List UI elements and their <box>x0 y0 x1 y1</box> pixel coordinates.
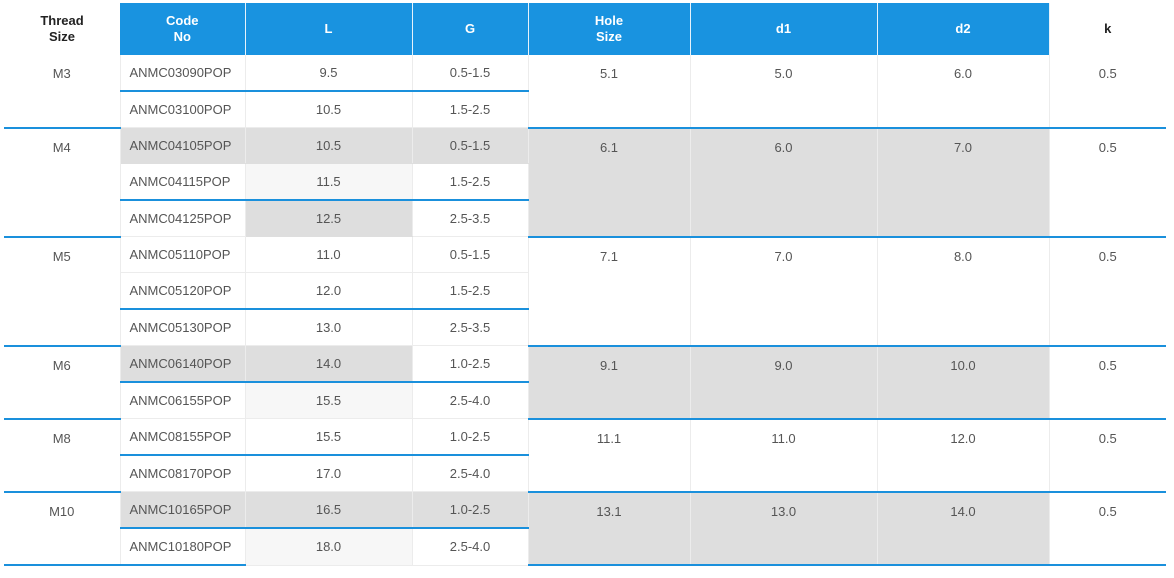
l-cell: 11.0 <box>245 236 413 273</box>
k-cell: 0.5 <box>1049 127 1166 238</box>
d1-cell: 13.0 <box>690 491 878 566</box>
k-cell: 0.5 <box>1049 345 1166 420</box>
l-cell: 9.5 <box>245 55 413 92</box>
hole-size-cell: 5.1 <box>528 55 691 129</box>
l-cell: 15.5 <box>245 382 413 419</box>
l-cell: 10.5 <box>245 127 413 164</box>
table-row: ANMC08170POP 17.0 2.5-4.0 <box>4 455 1166 492</box>
l-cell: 15.5 <box>245 418 413 456</box>
d1-cell: 5.0 <box>690 55 878 129</box>
l-cell: 12.0 <box>245 272 413 310</box>
g-cell: 1.0-2.5 <box>412 345 529 383</box>
code-no-cell: ANMC05110POP <box>120 236 246 273</box>
g-cell: 2.5-4.0 <box>412 528 529 566</box>
table-row: M3 ANMC03090POP 9.5 0.5-1.5 5.1 5.0 6.0 0.5 <box>4 55 1166 129</box>
table-row: M8 ANMC08155POP 15.5 1.0-2.5 11.1 11.0 12.0 0.5 <box>4 418 1166 493</box>
d2-cell: 10.0 <box>877 345 1050 420</box>
thread-size-cell: M10 <box>4 491 121 566</box>
hole-size-cell: 9.1 <box>528 345 691 420</box>
l-cell: 14.0 <box>245 345 413 383</box>
code-no-cell: ANMC08155POP <box>120 418 246 456</box>
table-body: M3 ANMC03090POP 9.5 0.5-1.5 5.1 5.0 6.0 0.5 ANMC… <box>4 55 1166 566</box>
hole-size-cell: 7.1 <box>528 236 691 347</box>
l-cell: 12.5 <box>245 200 413 237</box>
header-d1: d1 <box>690 3 878 55</box>
header-thread-size: Thread Size <box>4 3 120 55</box>
thread-size-cell: M5 <box>4 236 121 347</box>
code-no-cell: ANMC04105POP <box>120 127 246 164</box>
g-cell: 2.5-3.5 <box>412 309 529 346</box>
hole-size-cell: 6.1 <box>528 127 691 238</box>
header-code-no: Code No <box>120 3 246 55</box>
g-cell: 1.5-2.5 <box>412 272 529 310</box>
spec-table: Thread Size Code No L G Hole Size d1 d2 … <box>4 3 1166 566</box>
g-cell: 2.5-3.5 <box>412 200 529 237</box>
table-row: M6 ANMC06140POP 14.0 1.0-2.5 9.1 9.0 10.0 0.5 <box>4 345 1166 420</box>
g-cell: 1.5-2.5 <box>412 163 529 201</box>
header-d2: d2 <box>877 3 1050 55</box>
g-cell: 1.5-2.5 <box>412 91 529 128</box>
g-cell: 1.0-2.5 <box>412 418 529 456</box>
code-no-cell: ANMC04125POP <box>120 200 246 237</box>
d1-cell: 7.0 <box>690 236 878 347</box>
code-no-cell: ANMC08170POP <box>120 455 246 492</box>
k-cell: 0.5 <box>1049 55 1166 129</box>
l-cell: 17.0 <box>245 455 413 492</box>
g-cell: 0.5-1.5 <box>412 55 529 92</box>
header-g: G <box>412 3 529 55</box>
l-cell: 18.0 <box>245 528 413 566</box>
table-row: ANMC06155POP 15.5 2.5-4.0 <box>4 382 1166 419</box>
g-cell: 2.5-4.0 <box>412 382 529 419</box>
code-no-cell: ANMC06140POP <box>120 345 246 383</box>
code-no-cell: ANMC04115POP <box>120 163 246 201</box>
thread-size-cell: M3 <box>4 55 121 129</box>
k-cell: 0.5 <box>1049 418 1166 493</box>
g-cell: 0.5-1.5 <box>412 127 529 164</box>
g-cell: 2.5-4.0 <box>412 455 529 492</box>
l-cell: 10.5 <box>245 91 413 128</box>
k-cell: 0.5 <box>1049 491 1166 566</box>
d2-cell: 14.0 <box>877 491 1050 566</box>
d2-cell: 7.0 <box>877 127 1050 238</box>
code-no-cell: ANMC10180POP <box>120 528 246 566</box>
table-row: M4 ANMC04105POP 10.5 0.5-1.5 6.1 6.0 7.0 0.5 <box>4 127 1166 238</box>
hole-size-cell: 13.1 <box>528 491 691 566</box>
table-row: ANMC05130POP 13.0 2.5-3.5 <box>4 309 1166 346</box>
header-k: k <box>1049 3 1166 55</box>
hole-size-cell: 11.1 <box>528 418 691 493</box>
header-l: L <box>245 3 413 55</box>
g-cell: 1.0-2.5 <box>412 491 529 529</box>
g-cell: 0.5-1.5 <box>412 236 529 273</box>
l-cell: 13.0 <box>245 309 413 346</box>
code-no-cell: ANMC03100POP <box>120 91 246 128</box>
d1-cell: 9.0 <box>690 345 878 420</box>
thread-size-cell: M6 <box>4 345 121 420</box>
k-cell: 0.5 <box>1049 236 1166 347</box>
table-row: ANMC03100POP 10.5 1.5-2.5 <box>4 91 1166 128</box>
code-no-cell: ANMC05130POP <box>120 309 246 346</box>
d2-cell: 8.0 <box>877 236 1050 347</box>
table-row: M10 ANMC10165POP 16.5 1.0-2.5 13.1 13.0 14.0 0.… <box>4 491 1166 566</box>
l-cell: 11.5 <box>245 163 413 201</box>
d1-cell: 6.0 <box>690 127 878 238</box>
thread-size-cell: M8 <box>4 418 121 493</box>
table-row: ANMC05120POP 12.0 1.5-2.5 <box>4 272 1166 310</box>
header-row: Thread Size Code No L G Hole Size d1 d2 … <box>4 3 1166 55</box>
code-no-cell: ANMC03090POP <box>120 55 246 92</box>
table-row: ANMC04115POP 11.5 1.5-2.5 <box>4 163 1166 201</box>
table-row: M5 ANMC05110POP 11.0 0.5-1.5 7.1 7.0 8.0 0.5 <box>4 236 1166 347</box>
table-row: ANMC04125POP 12.5 2.5-3.5 <box>4 200 1166 237</box>
d2-cell: 6.0 <box>877 55 1050 129</box>
d1-cell: 11.0 <box>690 418 878 493</box>
d2-cell: 12.0 <box>877 418 1050 493</box>
l-cell: 16.5 <box>245 491 413 529</box>
code-no-cell: ANMC10165POP <box>120 491 246 529</box>
header-hole-size: Hole Size <box>528 3 691 55</box>
code-no-cell: ANMC06155POP <box>120 382 246 419</box>
thread-size-cell: M4 <box>4 127 121 238</box>
code-no-cell: ANMC05120POP <box>120 272 246 310</box>
table-row: ANMC10180POP 18.0 2.5-4.0 <box>4 528 1166 566</box>
